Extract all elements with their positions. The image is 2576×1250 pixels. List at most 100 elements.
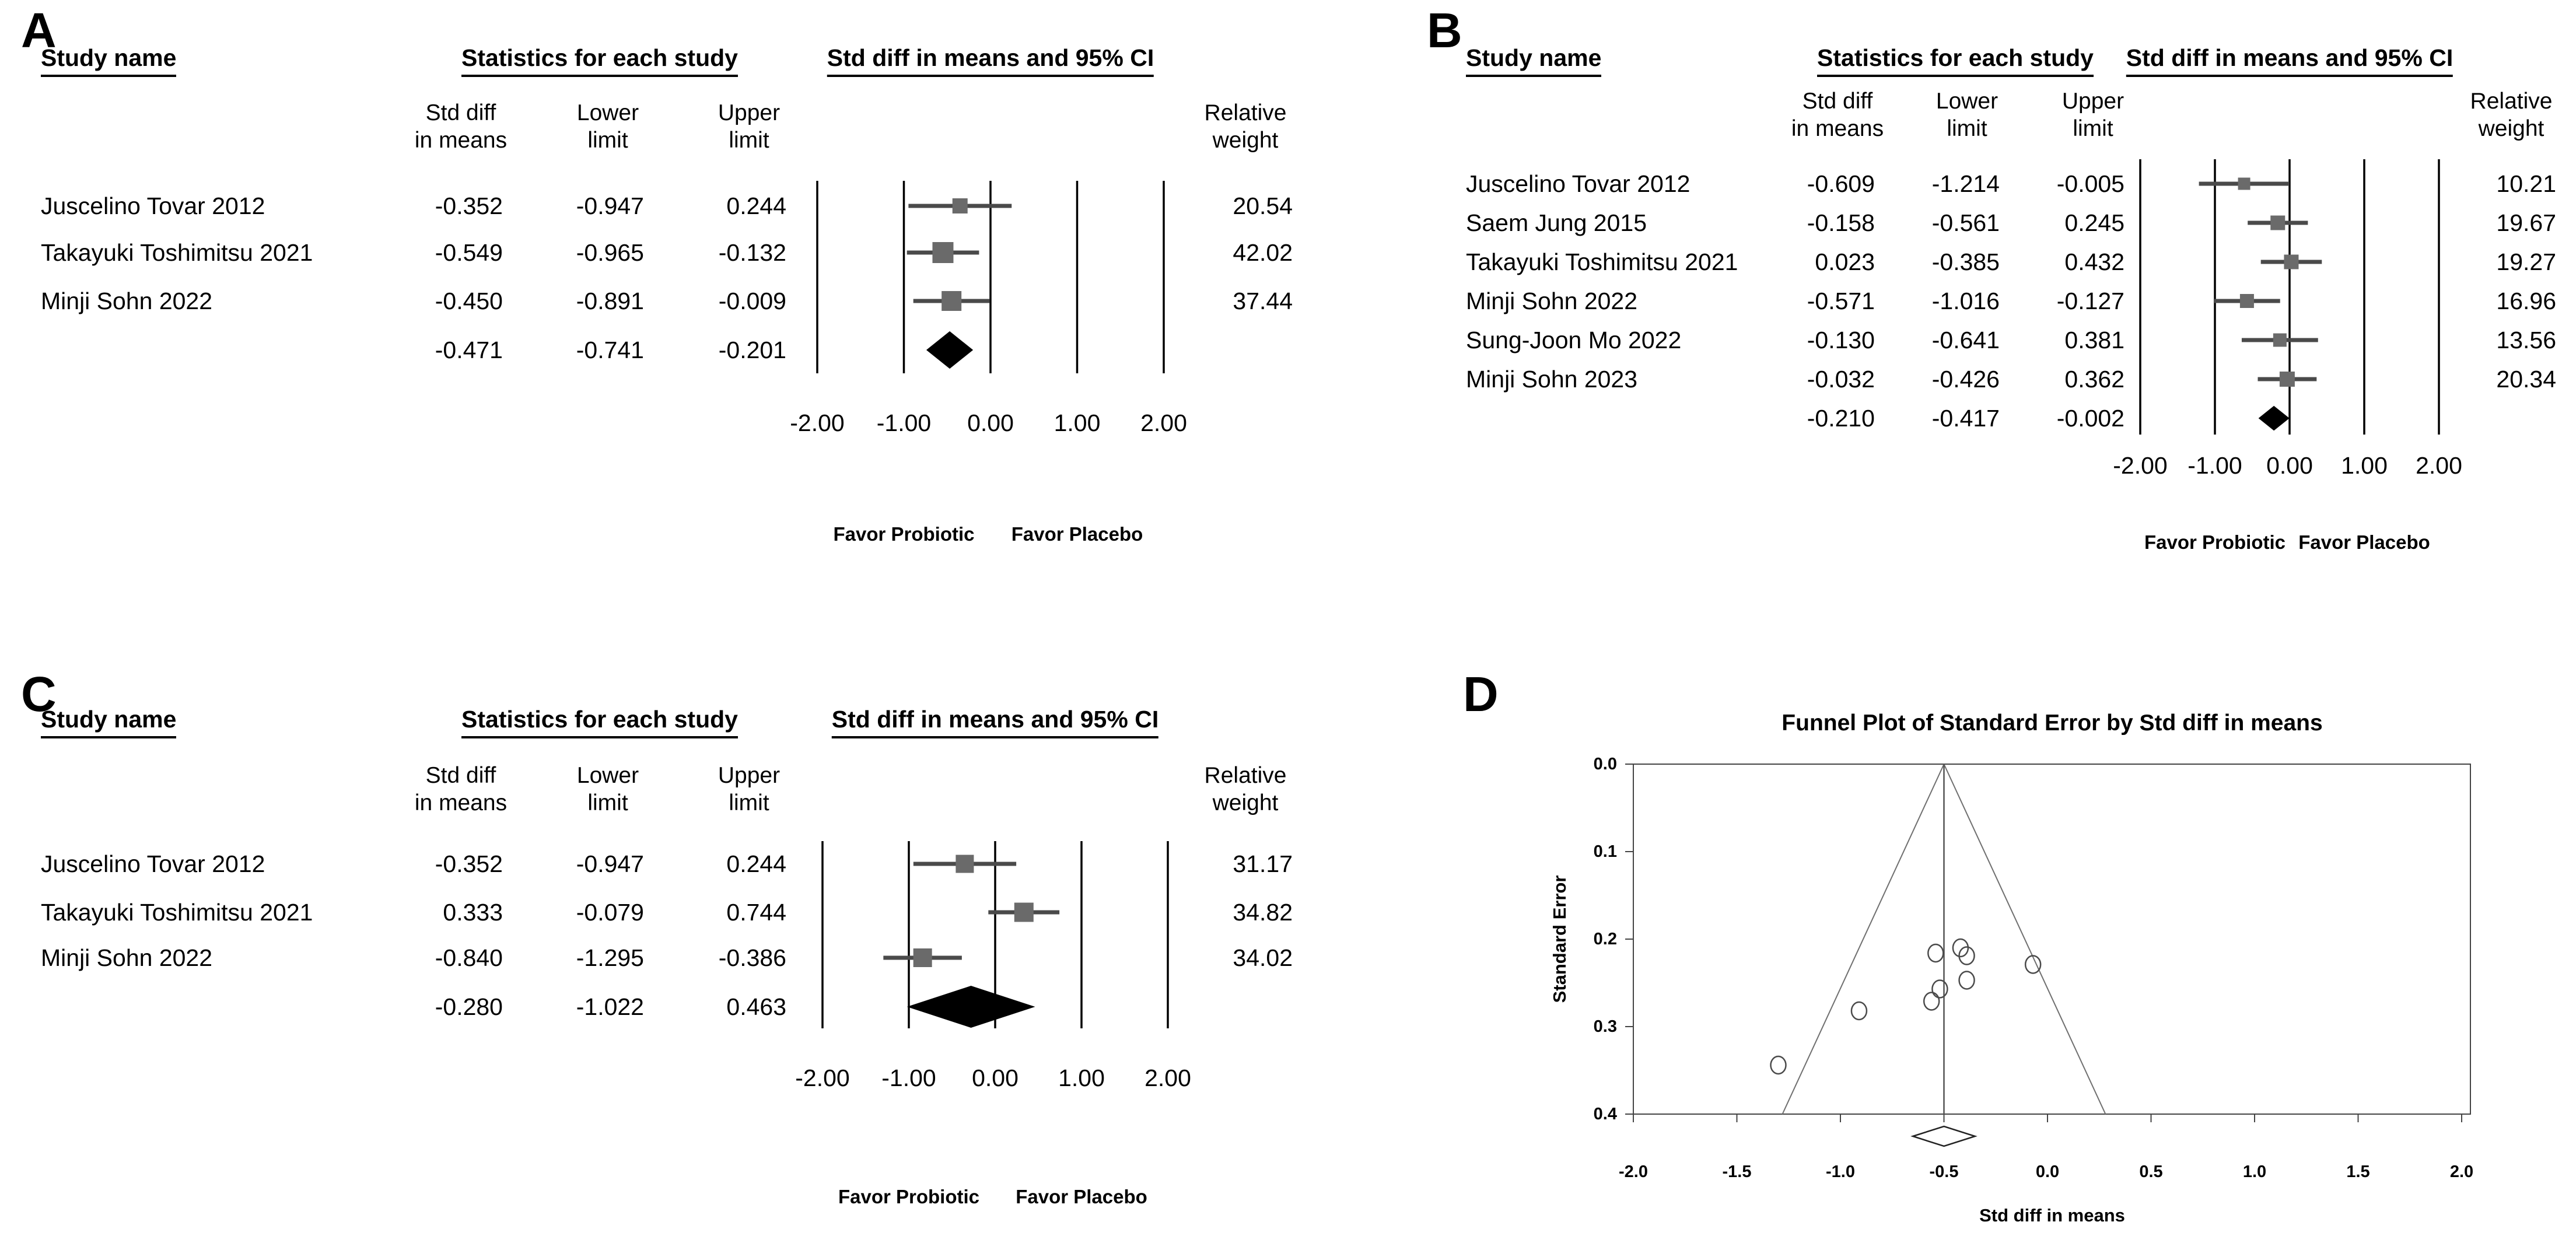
effect-size-square [2284, 254, 2299, 269]
effect-size-square [2238, 177, 2250, 190]
upper-limit-value: 0.432 [2064, 248, 2124, 275]
summary-lower-limit-value: -0.741 [576, 337, 644, 363]
upper-limit-value: -0.386 [718, 944, 786, 971]
relative-weight-value: 37.44 [1233, 288, 1293, 314]
study-name: Takayuki Toshimitsu 2021 [41, 239, 313, 266]
summary-std-diff-value: -0.471 [435, 337, 503, 363]
relative-weight-value: 34.02 [1233, 944, 1293, 971]
favor-right-label: Favor Placebo [1011, 523, 1143, 545]
effect-size-square [1014, 902, 1034, 922]
relative-weight-column-header: Relative weight [1204, 100, 1287, 153]
relative-weight-value: 10.21 [2496, 170, 2556, 197]
std-diff-value: -0.352 [435, 850, 503, 877]
axis-tick-label: 1.00 [1054, 409, 1101, 436]
study-name: Saem Jung 2015 [1466, 209, 1647, 236]
axis-tick-label: 2.00 [2416, 452, 2462, 479]
summary-diamond [907, 986, 1035, 1028]
lower-limit-value: -1.295 [576, 944, 644, 971]
upper-limit-column-header: Upper limit [718, 100, 780, 153]
upper-limit-value: 0.744 [726, 899, 786, 926]
upper-limit-value: -0.009 [718, 288, 786, 314]
effect-size-square [942, 291, 962, 311]
lower-limit-value: -1.016 [1931, 288, 2000, 314]
study-name: Takayuki Toshimitsu 2021 [1466, 248, 1738, 275]
axis-tick-label: -1.00 [2188, 452, 2242, 479]
scatter-point [1923, 992, 1940, 1011]
summary-std-diff-value: -0.210 [1807, 405, 1875, 432]
lower-limit-value: -0.426 [1931, 366, 2000, 393]
upper-limit-value: 0.245 [2064, 209, 2124, 236]
study-name-header: Study name [1466, 44, 1602, 77]
ci-plot-header: Std diff in means and 95% CI [827, 44, 1154, 77]
study-name-header: Study name [41, 706, 177, 738]
axis-tick-label: -2.00 [795, 1065, 850, 1091]
relative-weight-value: 34.82 [1233, 899, 1293, 926]
scatter-point [1850, 1001, 1868, 1021]
effect-size-square [952, 198, 968, 213]
std-diff-value: -0.609 [1807, 170, 1875, 197]
lower-limit-value: -0.891 [576, 288, 644, 314]
lower-limit-value: -0.561 [1931, 209, 2000, 236]
relative-weight-value: 20.54 [1233, 192, 1293, 219]
study-name: Juscelino Tovar 2012 [41, 850, 265, 877]
lower-limit-value: -0.079 [576, 899, 644, 926]
x-axis-tick-label: 2.0 [2449, 1163, 2474, 1181]
lower-limit-column-header: Lower limit [1936, 89, 1999, 141]
effect-size-square [2270, 215, 2286, 230]
summary-lower-limit-value: -1.022 [576, 993, 644, 1020]
axis-tick-label: 1.00 [1058, 1065, 1105, 1091]
lower-limit-value: -0.965 [576, 239, 644, 266]
lower-limit-value: -0.385 [1931, 248, 2000, 275]
summary-upper-limit-value: -0.002 [2056, 405, 2124, 432]
lower-limit-column-header: Lower limit [576, 763, 639, 815]
axis-tick-label: -1.00 [876, 409, 932, 436]
x-axis-tick-label: 0.5 [2139, 1163, 2163, 1181]
panel-label: D [1463, 667, 1499, 722]
favor-left-label: Favor Probiotic [833, 523, 975, 545]
lower-limit-column-header: Lower limit [576, 100, 639, 153]
std-diff-column-header: Std diff in means [1791, 89, 1884, 141]
x-axis-tick-label: 1.5 [2346, 1163, 2370, 1181]
y-axis-tick-label: 0.2 [1593, 930, 1617, 948]
axis-tick-label: 1.00 [2341, 452, 2388, 479]
std-diff-value: -0.549 [435, 239, 503, 266]
axis-tick-label: -1.00 [881, 1065, 936, 1091]
std-diff-value: -0.158 [1807, 209, 1875, 236]
panel-label: B [1427, 3, 1462, 58]
lower-limit-value: -0.641 [1931, 327, 2000, 353]
upper-limit-value: -0.005 [2056, 170, 2124, 197]
funnel-plot-frame [1633, 764, 2471, 1115]
panel-label: C [21, 667, 57, 722]
effect-size-square [2279, 372, 2295, 387]
x-axis-tick-label: -1.0 [1826, 1163, 1855, 1181]
x-axis-tick-label: -0.5 [1929, 1163, 1959, 1181]
upper-limit-value: 0.362 [2064, 366, 2124, 393]
x-axis-tick-label: -2.0 [1619, 1163, 1648, 1181]
lower-limit-value: -0.947 [576, 850, 644, 877]
scatter-point [1958, 946, 1975, 965]
effect-size-square [2273, 333, 2287, 347]
study-name: Minji Sohn 2022 [41, 288, 213, 314]
favor-right-label: Favor Placebo [1016, 1186, 1147, 1207]
ci-plot-header: Std diff in means and 95% CI [831, 706, 1159, 738]
upper-limit-value: 0.244 [726, 192, 786, 219]
y-axis-tick-label: 0.4 [1593, 1105, 1617, 1123]
y-axis-tick-label: 0.1 [1593, 842, 1617, 861]
std-diff-value: -0.032 [1807, 366, 1875, 393]
statistics-header: Statistics for each study [1817, 44, 2094, 77]
std-diff-column-header: Std diff in means [414, 763, 508, 815]
scatter-point [1770, 1055, 1787, 1075]
ci-plot-header: Std diff in means and 95% CI [2126, 44, 2454, 77]
panel-label: A [21, 3, 57, 58]
std-diff-value: -0.571 [1807, 288, 1875, 314]
upper-limit-value: -0.132 [718, 239, 786, 266]
axis-tick-label: -2.00 [2113, 452, 2168, 479]
favor-right-label: Favor Placebo [2298, 531, 2430, 553]
summary-std-diff-value: -0.280 [435, 993, 503, 1020]
std-diff-column-header: Std diff in means [414, 100, 508, 153]
